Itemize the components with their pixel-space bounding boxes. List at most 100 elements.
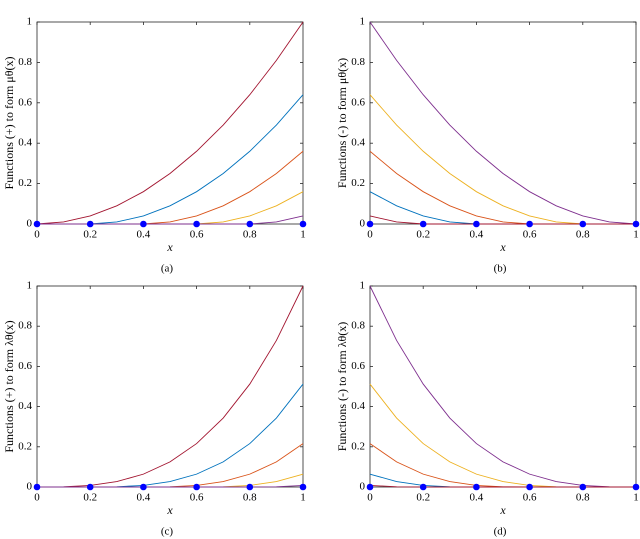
y-tick-label: 0.2 xyxy=(351,440,365,452)
y-tick-label: 0.8 xyxy=(18,56,32,68)
curve xyxy=(369,383,636,488)
curve xyxy=(37,383,304,488)
caption: (a) xyxy=(161,263,174,275)
knot-point xyxy=(140,483,147,491)
panel: 0 0.2 0.4 0.6 0.8 1 0 0.2 0.4 0.6 0.8 1 x (d) Function… xyxy=(335,280,640,538)
panel: 0 0.2 0.4 0.6 0.8 1 0 0.2 0.4 0.6 0.8 1 x (a) Function… xyxy=(2,16,307,275)
y-tick-label: 0 xyxy=(27,481,33,493)
x-axis-label: x xyxy=(499,240,506,254)
knot-point xyxy=(193,483,200,491)
y-tick-label: 0.6 xyxy=(18,96,32,108)
y-tick-label: 0.6 xyxy=(351,360,365,372)
knot-point xyxy=(366,220,374,228)
y-tick-label: 0.6 xyxy=(351,96,365,108)
x-tick-label: 0.4 xyxy=(137,492,151,504)
y-tick-label: 0.2 xyxy=(18,177,32,189)
y-tick-label: 1 xyxy=(360,280,366,292)
knot-point xyxy=(193,220,200,228)
x-tick-label: 0.4 xyxy=(470,229,484,241)
curve xyxy=(37,473,304,488)
panel: 0 0.2 0.4 0.6 0.8 1 0 0.2 0.4 0.6 0.8 1 x (c) Function… xyxy=(2,280,307,538)
axes-box xyxy=(369,21,637,225)
y-tick-label: 0 xyxy=(27,218,33,230)
y-tick-label: 0.4 xyxy=(351,137,365,149)
y-axis-label: Functions (-) to form μθ(x) xyxy=(335,58,349,188)
curve xyxy=(37,215,304,225)
x-tick-label: 1 xyxy=(300,492,306,504)
curve xyxy=(37,443,304,488)
x-tick-label: 1 xyxy=(633,229,639,241)
y-tick-label: 0.8 xyxy=(351,320,365,332)
y-tick-label: 0 xyxy=(360,218,366,230)
knot-point xyxy=(632,220,640,228)
knot-point xyxy=(526,220,533,228)
knot-point xyxy=(246,220,254,228)
y-axis-label: Functions (-) to form λθ(x) xyxy=(335,322,349,452)
curve xyxy=(36,285,304,488)
knot-point xyxy=(86,483,94,491)
curve xyxy=(37,150,304,225)
x-tick-label: 0.4 xyxy=(137,229,151,241)
knot-point xyxy=(579,220,587,228)
x-tick-label: 1 xyxy=(300,229,306,241)
knot-point xyxy=(366,483,374,491)
y-tick-label: 0.8 xyxy=(351,56,365,68)
knot-point xyxy=(473,483,480,491)
curve xyxy=(369,285,637,488)
curve xyxy=(37,94,304,225)
x-tick-label: 0 xyxy=(367,229,373,241)
x-tick-label: 0.8 xyxy=(576,229,590,241)
curve xyxy=(37,484,304,488)
knot-point xyxy=(419,220,427,228)
x-tick-label: 0.2 xyxy=(416,229,430,241)
axes-box xyxy=(369,285,637,488)
y-tick-label: 0.4 xyxy=(18,400,32,412)
knot-point xyxy=(86,220,94,228)
y-tick-label: 1 xyxy=(360,16,366,28)
knot-point xyxy=(419,483,427,491)
x-tick-label: 0.6 xyxy=(190,492,204,504)
caption: (b) xyxy=(494,263,507,275)
knot-point xyxy=(140,220,147,228)
curve xyxy=(369,443,636,488)
curve xyxy=(369,21,637,225)
knot-point xyxy=(299,483,307,491)
y-tick-label: 0.2 xyxy=(18,440,32,452)
curve xyxy=(369,484,636,488)
y-tick-label: 1 xyxy=(27,16,33,28)
y-tick-label: 0.6 xyxy=(18,360,32,372)
y-tick-label: 1 xyxy=(27,280,33,292)
knot-point xyxy=(632,483,640,491)
knot-point xyxy=(473,220,480,228)
x-tick-label: 0 xyxy=(367,492,373,504)
y-tick-label: 0.4 xyxy=(351,400,365,412)
x-tick-label: 0 xyxy=(34,492,40,504)
y-axis-label: Functions (+) to form μθ(x) xyxy=(2,57,16,190)
curve xyxy=(369,94,636,225)
y-tick-label: 0 xyxy=(360,481,366,493)
curve xyxy=(36,21,304,225)
caption: (c) xyxy=(161,526,174,538)
knot-point xyxy=(299,220,307,228)
axes-box xyxy=(36,285,304,488)
x-axis-label: x xyxy=(166,503,173,517)
x-axis-label: x xyxy=(166,240,173,254)
x-tick-label: 0.2 xyxy=(83,229,97,241)
curve xyxy=(369,215,636,225)
y-tick-label: 0.8 xyxy=(18,320,32,332)
y-tick-label: 0.4 xyxy=(18,137,32,149)
panel: 0 0.2 0.4 0.6 0.8 1 0 0.2 0.4 0.6 0.8 1 x (b) Function… xyxy=(335,16,640,275)
caption: (d) xyxy=(494,526,507,538)
x-tick-label: 0.8 xyxy=(576,492,590,504)
x-tick-label: 0.4 xyxy=(470,492,484,504)
x-tick-label: 1 xyxy=(633,492,639,504)
knot-point xyxy=(579,483,587,491)
curve xyxy=(369,150,636,225)
y-axis-label: Functions (+) to form λθ(x) xyxy=(2,320,16,452)
x-tick-label: 0.6 xyxy=(523,229,537,241)
x-tick-label: 0.8 xyxy=(243,229,257,241)
x-tick-label: 0.8 xyxy=(243,492,257,504)
knot-point xyxy=(526,483,533,491)
knot-point xyxy=(33,483,41,491)
